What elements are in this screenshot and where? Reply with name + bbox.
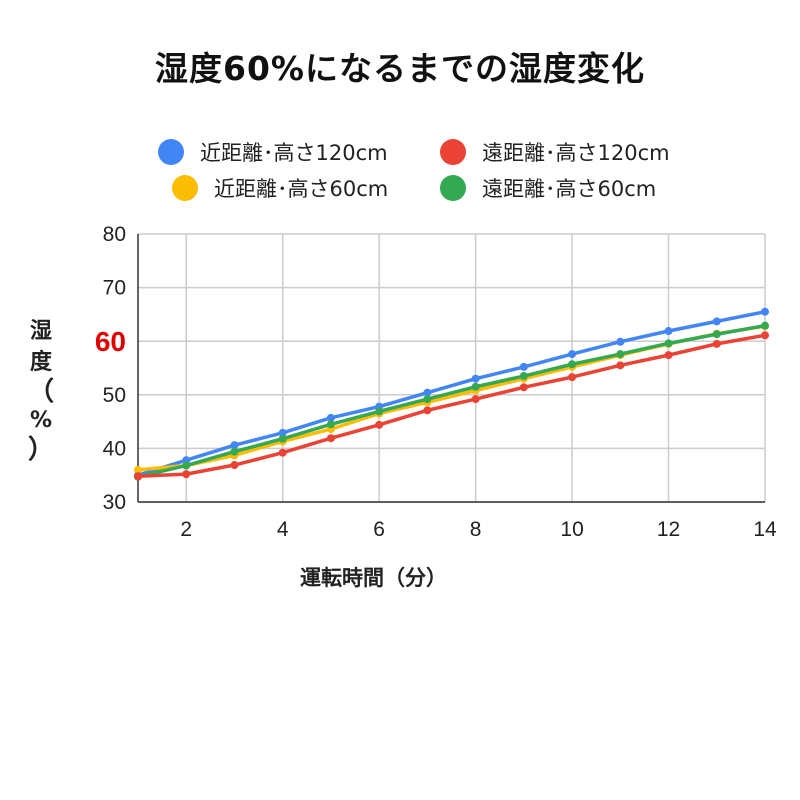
legend-dot-far-120 <box>440 139 466 165</box>
data-point <box>326 413 335 422</box>
series-line <box>136 323 767 479</box>
data-point <box>423 395 432 404</box>
data-point <box>712 317 721 326</box>
legend-item-near-120: 近距離･高さ120cm <box>158 137 388 167</box>
data-point <box>664 351 673 360</box>
data-point <box>568 360 577 369</box>
series-line <box>136 333 767 479</box>
legend-item-far-60: 遠距離･高さ60cm <box>440 173 656 203</box>
data-point <box>375 407 384 416</box>
x-tick-label: 6 <box>373 518 385 541</box>
data-point <box>326 420 335 429</box>
data-point <box>326 434 335 443</box>
data-point <box>375 420 384 429</box>
data-point <box>230 441 239 450</box>
data-point <box>278 434 287 443</box>
data-point <box>616 361 625 370</box>
y-tick-label: 50 <box>103 384 126 407</box>
data-point <box>761 321 769 330</box>
legend-dot-near-60 <box>172 175 198 201</box>
data-point <box>423 388 432 397</box>
data-point <box>568 350 577 359</box>
y-axis-label-unit: % <box>29 408 53 433</box>
data-point <box>134 472 142 481</box>
x-axis-label: 運転時間（分） <box>300 566 447 590</box>
data-point <box>519 362 528 371</box>
legend-label-far-120: 遠距離･高さ120cm <box>482 141 670 165</box>
y-tick-label: 60 <box>95 326 126 357</box>
legend-label-far-60: 遠距離･高さ60cm <box>482 177 657 201</box>
data-point <box>616 337 625 346</box>
data-point <box>616 350 625 359</box>
data-point <box>471 374 480 383</box>
data-point <box>568 373 577 382</box>
data-point <box>712 330 721 339</box>
data-point <box>664 327 673 336</box>
data-point <box>182 470 191 479</box>
y-axis-label-paren-close: ） <box>27 435 54 465</box>
chart-title: 湿度60%になるまでの湿度変化 <box>155 49 645 88</box>
y-axis-label: 湿度 （ % ） <box>24 316 58 464</box>
legend-label-near-60: 近距離･高さ60cm <box>214 177 389 201</box>
data-point <box>712 339 721 348</box>
data-point <box>664 339 673 348</box>
y-tick-label: 30 <box>103 491 126 514</box>
y-axis-label-paren-open: （ <box>27 377 54 407</box>
data-point <box>471 395 480 404</box>
legend-item-far-120: 遠距離･高さ120cm <box>440 137 670 167</box>
data-point <box>519 383 528 392</box>
x-tick-label: 12 <box>657 518 680 541</box>
x-tick-label: 10 <box>560 518 583 541</box>
legend-item-near-60: 近距離･高さ60cm <box>172 173 388 203</box>
x-tick-label: 14 <box>753 518 777 541</box>
y-axis-label-text: 湿度 <box>29 319 52 375</box>
data-point <box>761 331 769 340</box>
y-tick-label: 70 <box>103 277 126 300</box>
data-point <box>230 461 239 470</box>
legend-label-near-120: 近距離･高さ120cm <box>200 141 388 165</box>
data-point <box>278 428 287 437</box>
y-tick-label: 40 <box>103 437 126 460</box>
data-point <box>134 465 142 474</box>
legend-dot-near-120 <box>158 139 184 165</box>
data-point <box>519 372 528 381</box>
data-point <box>278 448 287 457</box>
y-tick-label: 80 <box>103 223 126 246</box>
series-line <box>136 309 767 477</box>
x-tick-label: 8 <box>470 518 482 541</box>
x-tick-label: 4 <box>277 518 289 541</box>
data-point <box>182 461 191 470</box>
data-point <box>230 447 239 456</box>
data-point <box>423 406 432 415</box>
x-tick-label: 2 <box>180 518 192 541</box>
data-point <box>761 307 769 316</box>
data-point <box>471 382 480 391</box>
legend-dot-far-60 <box>440 175 466 201</box>
